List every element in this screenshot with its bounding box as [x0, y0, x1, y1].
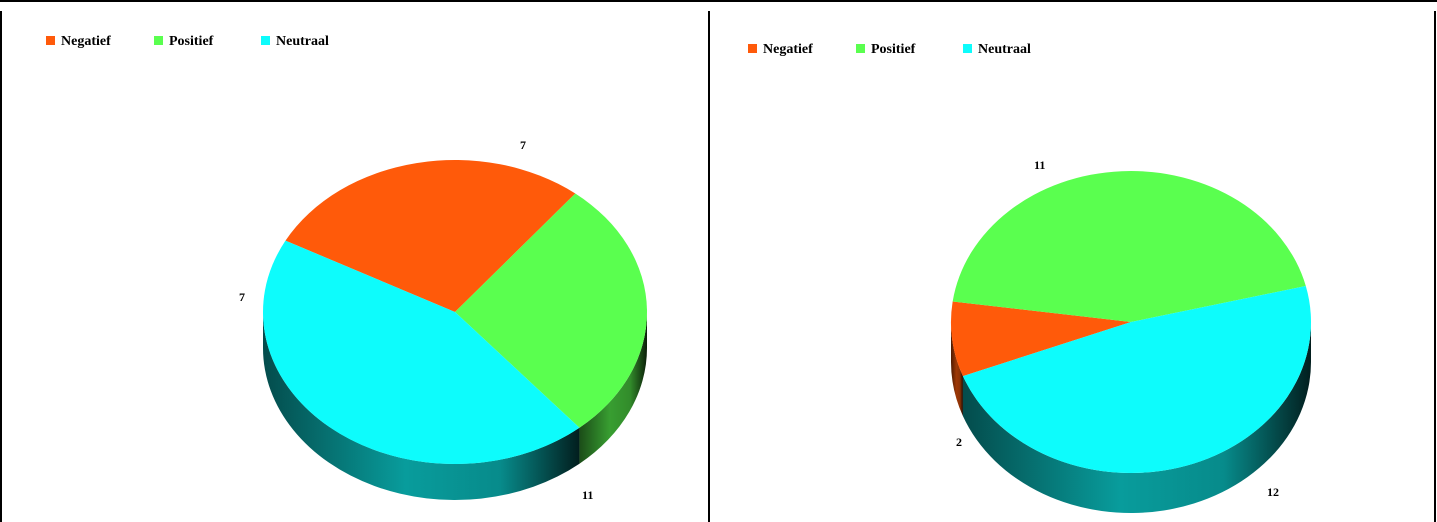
pie-slice-negatief [951, 301, 1131, 377]
pie-side-neutraal [263, 312, 580, 500]
legend-swatch-negatief [748, 44, 757, 53]
data-label-positief: 11 [1034, 158, 1045, 172]
legend: Negatief Positief Neutraal [46, 34, 329, 49]
legend: Negatief Positief Neutraal [748, 42, 1031, 57]
pie-side-negatief [951, 322, 963, 417]
legend-label-negatief: Negatief [61, 34, 111, 49]
pie-side-neutraal [962, 322, 1311, 513]
legend-label-neutraal: Neutraal [978, 42, 1031, 57]
pie-chart-right: Negatief Positief Neutraal 2 11 12 [748, 42, 1311, 513]
chart-panel-right: Negatief Positief Neutraal 2 11 12 [709, 11, 1436, 522]
legend-label-positief: Positief [169, 34, 214, 49]
legend-swatch-positief [856, 44, 865, 53]
data-label-negatief: 7 [239, 290, 245, 304]
pie-slice-negatief [285, 160, 576, 312]
pie-slice-positief [455, 193, 648, 428]
data-labels: 7 7 11 [239, 138, 593, 502]
pie-side-walls [263, 312, 647, 500]
pie-slice-positief [952, 170, 1306, 322]
data-label-neutraal: 11 [582, 488, 593, 502]
legend-label-neutraal: Neutraal [276, 34, 329, 49]
pie-slices [263, 160, 648, 465]
data-label-neutraal: 12 [1267, 485, 1279, 499]
pie-slice-neutraal [962, 285, 1311, 474]
legend-swatch-positief [154, 36, 163, 45]
chart-panel-left: Negatief Positief Neutraal 7 7 11 [0, 11, 709, 522]
legend-label-negatief: Negatief [763, 42, 813, 57]
pie-side-positief [579, 312, 647, 464]
legend-swatch-negatief [46, 36, 55, 45]
data-label-positief: 7 [520, 138, 526, 152]
pie-slices [951, 170, 1311, 474]
legend-swatch-neutraal [963, 44, 972, 53]
pie-chart-left: Negatief Positief Neutraal 7 7 11 [46, 34, 648, 502]
legend-swatch-neutraal [261, 36, 270, 45]
legend-label-positief: Positief [871, 42, 916, 57]
pie-side-walls [951, 322, 1311, 513]
data-labels: 2 11 12 [956, 158, 1279, 499]
pie-slice-neutraal [263, 240, 580, 465]
data-label-negatief: 2 [956, 435, 962, 449]
